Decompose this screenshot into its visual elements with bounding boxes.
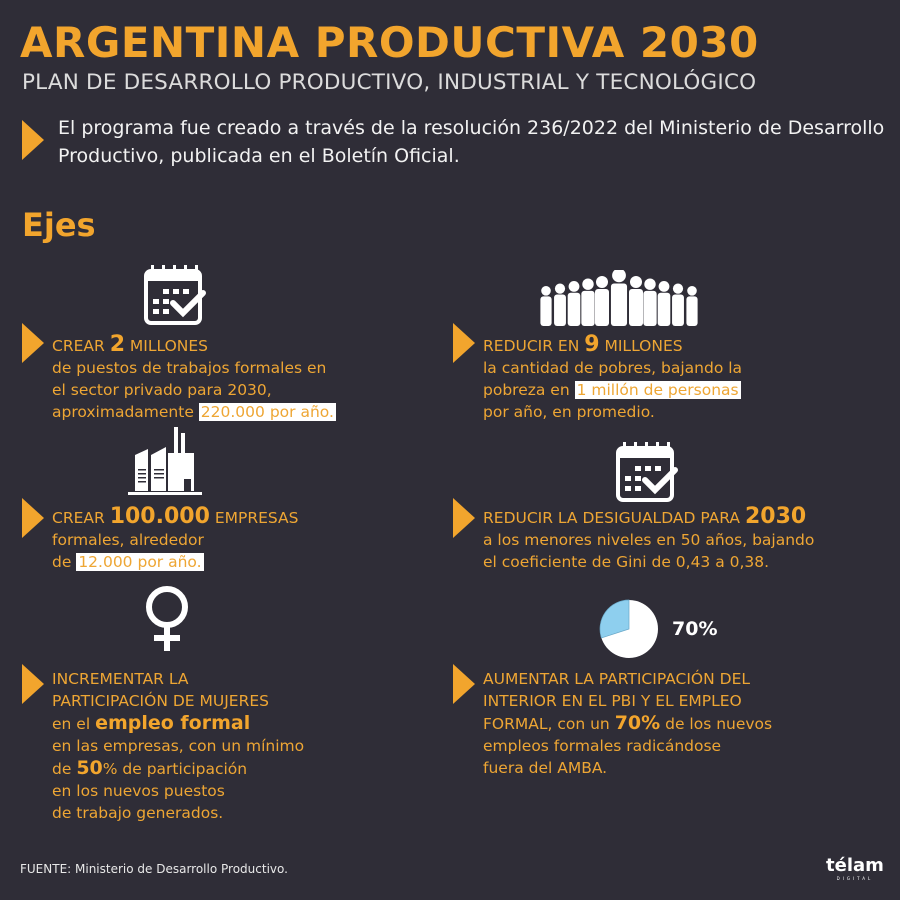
axis-item-companies: CREAR 100.000 EMPRESAS formales, alreded…: [52, 504, 299, 571]
bullet-arrow-icon: [453, 323, 475, 363]
person-head: [630, 276, 642, 288]
telam-logo: télam DIGITAL: [826, 855, 884, 881]
person-head: [612, 270, 626, 283]
axis-item-interior: AUMENTAR LA PARTICIPACIÓN DEL INTERIOR EN…: [483, 670, 773, 777]
person-head: [672, 283, 684, 294]
person-body: [643, 290, 657, 326]
person-head: [596, 276, 608, 288]
person-head: [687, 286, 697, 296]
person-body: [610, 283, 628, 326]
page-title: ARGENTINA PRODUCTIVA 2030: [20, 18, 759, 67]
person-body: [581, 290, 595, 326]
person-body: [657, 292, 671, 326]
axis-item-women: INCREMENTAR LA PARTICIPACIÓN DE MUJERES e…: [52, 670, 305, 822]
person-body: [595, 289, 609, 326]
person-head: [582, 278, 594, 290]
people-crowd-icon: [540, 270, 698, 326]
person-body: [672, 294, 684, 326]
bullet-arrow-icon: [22, 498, 44, 538]
source-note: FUENTE: Ministerio de Desarrollo Product…: [20, 862, 288, 876]
axis-item-jobs: CREAR 2 MILLONES de puestos de trabajos …: [52, 332, 336, 421]
axis-item-inequality: REDUCIR LA DESIGUALDAD PARA 2030 a los m…: [483, 504, 815, 572]
person-body: [540, 296, 552, 326]
page-subtitle: PLAN DE DESARROLLO PRODUCTIVO, INDUSTRIA…: [22, 70, 757, 95]
person-head: [568, 281, 580, 292]
person-head: [541, 286, 551, 296]
female-symbol-icon: [146, 586, 188, 651]
factory-icon: [128, 427, 202, 495]
section-title: Ejes: [22, 206, 96, 244]
calendar-check-icon: [144, 265, 206, 325]
calendar-check-icon: [616, 442, 678, 502]
pie-chart-icon: [599, 599, 658, 658]
person-body: [686, 296, 698, 326]
intro-text: El programa fue creado a través de la re…: [58, 117, 885, 167]
bullet-arrow-icon: [453, 498, 475, 538]
bullet-arrow-icon: [22, 664, 44, 704]
person-head: [554, 283, 566, 294]
person-body: [629, 289, 643, 326]
bullet-arrow-icon: [22, 120, 44, 160]
bullet-arrow-icon: [453, 664, 475, 704]
pie-slice-highlight: [599, 599, 630, 639]
person-body: [554, 294, 566, 326]
pie-label: 70%: [672, 618, 718, 640]
bullet-arrow-icon: [22, 323, 44, 363]
person-head: [658, 281, 670, 292]
person-body: [567, 292, 581, 326]
axis-item-poverty: REDUCIR EN 9 MILLONES la cantidad de pob…: [483, 332, 743, 422]
person-head: [644, 278, 656, 290]
